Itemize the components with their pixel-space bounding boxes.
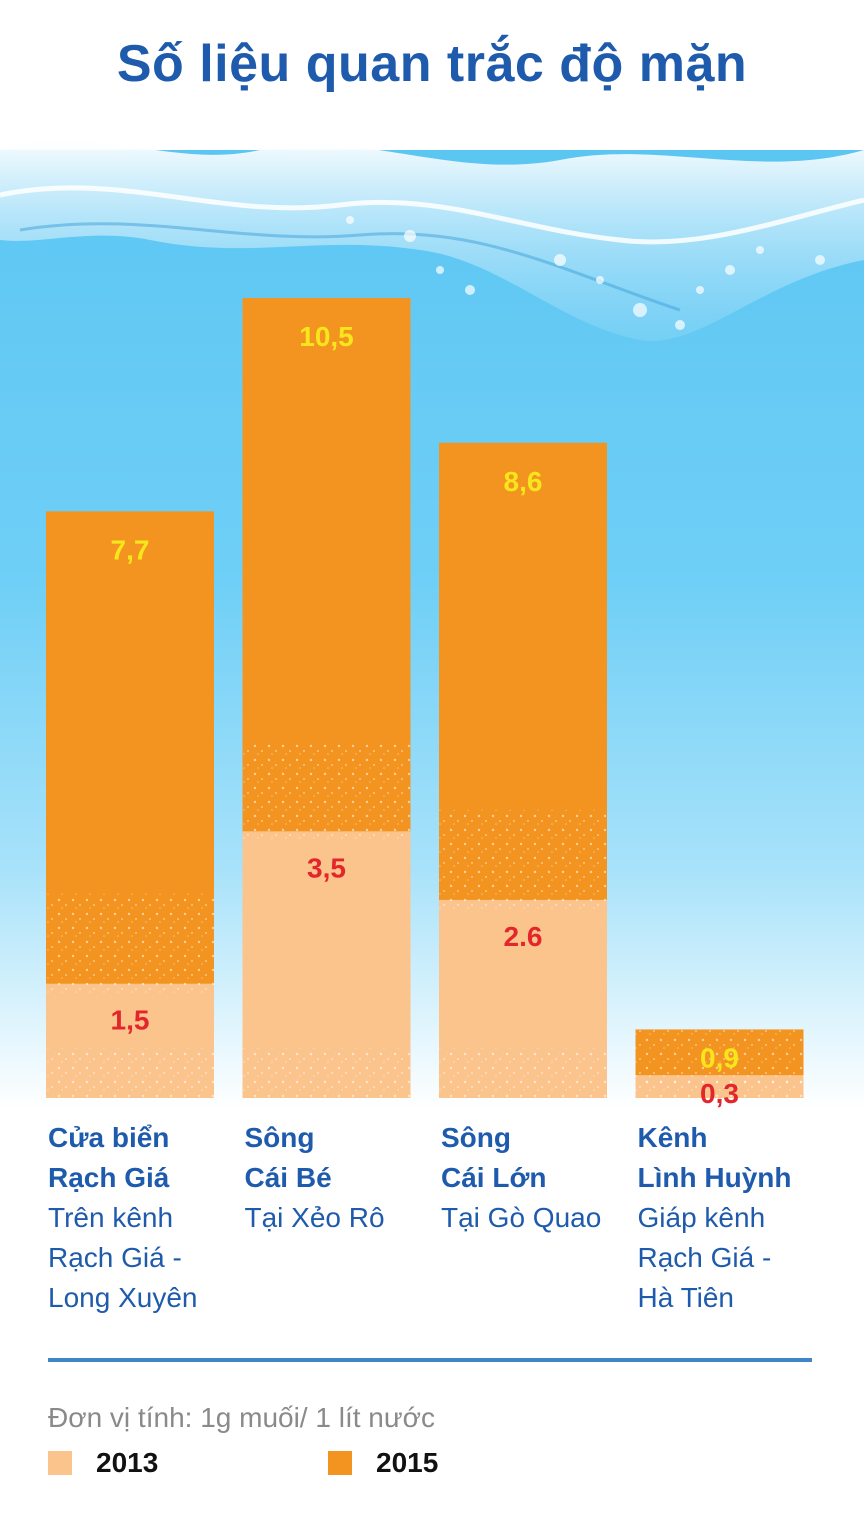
category-name-line: Lình Huỳnh	[637, 1162, 792, 1193]
salt-texture-2	[439, 809, 607, 910]
salt-texture-base-3	[635, 1075, 804, 1098]
data-label-2013-2: 2.6	[504, 921, 543, 952]
category-label-2: Sông Cái Lớn Tại Gò Quao	[441, 1118, 641, 1238]
data-label-2013-3: 0,3	[700, 1078, 739, 1109]
legend-label-2015: 2015	[376, 1447, 439, 1478]
category-name-line: Cái Lớn	[441, 1162, 547, 1193]
category-subtitle-line: Tại Xẻo Rô	[244, 1202, 385, 1233]
data-label-2013-1: 3,5	[307, 852, 346, 883]
data-label-2015-2: 8,6	[504, 466, 543, 497]
category-subtitle-line: Rạch Giá -	[48, 1242, 182, 1273]
salt-texture-base-0	[46, 1048, 214, 1098]
category-name-line: Rạch Giá	[48, 1162, 170, 1193]
water-wave-decoration	[0, 140, 864, 341]
legend-item-2015: 2015	[328, 1446, 438, 1480]
data-label-2015-0: 7,7	[111, 534, 150, 565]
data-label-2015-1: 10,5	[299, 321, 354, 352]
chart-title: Số liệu quan trắc độ mặn	[116, 35, 748, 93]
category-name-line: Cửa biển	[48, 1122, 170, 1153]
category-subtitle-line: Giáp kênh	[637, 1202, 766, 1233]
salt-texture-base-2	[439, 1048, 607, 1098]
salt-texture-1	[242, 741, 411, 842]
category-name-line: Sông	[441, 1122, 511, 1153]
category-subtitle-line: Rạch Giá -	[637, 1242, 772, 1273]
legend-label-2013: 2013	[96, 1447, 159, 1478]
legend-swatch-2015	[328, 1451, 352, 1475]
category-name-line: Cái Bé	[244, 1162, 332, 1193]
category-subtitle-line: Trên kênh	[48, 1202, 174, 1233]
category-name-line: Sông	[244, 1122, 315, 1153]
category-subtitle-line: Hà Tiên	[637, 1282, 735, 1313]
category-name-line: Kênh	[637, 1122, 708, 1153]
category-subtitle-line: Long Xuyên	[48, 1282, 198, 1313]
category-subtitle-line: Tại Gò Quao	[441, 1202, 602, 1233]
category-label-1: Sông Cái Bé Tại Xẻo Rô	[245, 1118, 445, 1238]
salinity-bar-chart: 7,7 1,5 10,5 3,5 8,6 2.6 0,9 0,3	[46, 298, 804, 1109]
data-label-2015-3: 0,9	[700, 1042, 739, 1073]
divider-line	[48, 1358, 812, 1362]
salt-texture-base-1	[242, 1048, 411, 1098]
legend-item-2013: 2013	[48, 1446, 158, 1480]
legend-swatch-2013	[48, 1451, 72, 1475]
data-label-2013-0: 1,5	[111, 1005, 150, 1036]
category-label-3: Kênh Lình Huỳnh Giáp kênh Rạch Giá - Hà Tiên	[638, 1118, 838, 1318]
salt-texture-0	[46, 893, 214, 994]
unit-note: Đơn vị tính: 1g muối/ 1 lít nước	[48, 1402, 435, 1433]
category-label-0: Cửa biển Rạch Giá Trên kênh Rạch Giá - Long …	[48, 1118, 248, 1318]
